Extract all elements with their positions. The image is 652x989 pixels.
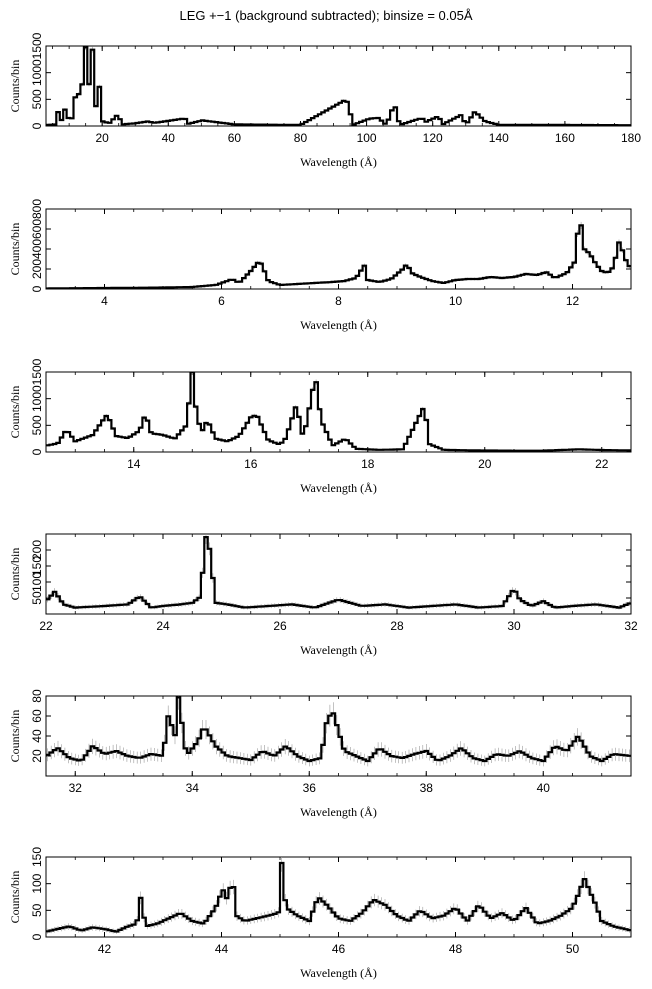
- spectrum-panel-6: 42 44 46 48 50 0 50 100 150 Wavelength (Å) Counts/…: [8, 847, 632, 980]
- x-tick-label: 16: [244, 457, 258, 471]
- y-tick-label: 50: [30, 591, 44, 605]
- y-tick-label: 100: [30, 873, 44, 893]
- y-tick-label: 20: [30, 749, 44, 763]
- x-tick-label: 34: [186, 781, 200, 795]
- y-tick-label: 80: [30, 689, 44, 703]
- y-tick-label: 500: [30, 89, 44, 109]
- x-tick-label: 6: [218, 294, 225, 308]
- x-tick-label: 42: [98, 942, 112, 956]
- x-tick-label: 40: [537, 781, 551, 795]
- y-tick-label: 1000: [30, 385, 44, 412]
- y-tick-label: 500: [30, 415, 44, 435]
- x-axis-title: Wavelength (Å): [300, 481, 377, 495]
- x-tick-label: 26: [273, 619, 287, 633]
- x-tick-label: 30: [507, 619, 521, 633]
- y-tick-label: 0: [30, 933, 44, 940]
- y-tick-label: 150: [30, 556, 44, 576]
- x-tick-label: 140: [489, 131, 509, 145]
- x-tick-label: 22: [595, 457, 609, 471]
- x-tick-label: 40: [162, 131, 176, 145]
- y-tick-label: 1500: [30, 358, 44, 385]
- plot-frame: [45, 208, 632, 290]
- y-tick-label: 100: [30, 572, 44, 592]
- x-tick-label: 36: [303, 781, 317, 795]
- x-tick-label: 28: [390, 619, 404, 633]
- x-tick-label: 50: [566, 942, 580, 956]
- x-tick-label: 180: [621, 131, 641, 145]
- y-axis-title: Counts/bin: [8, 386, 22, 439]
- spectrum-histogram-line: [46, 861, 631, 933]
- y-tick-label: 800: [30, 199, 44, 219]
- x-tick-label: 22: [39, 619, 53, 633]
- x-tick-label: 100: [357, 131, 377, 145]
- x-tick-label: 44: [215, 942, 229, 956]
- y-axis-title: Counts/bin: [8, 548, 22, 601]
- y-tick-label: 600: [30, 219, 44, 239]
- figure-title: LEG +−1 (background subtracted); binsize…: [179, 8, 473, 23]
- x-tick-label: 20: [478, 457, 492, 471]
- y-tick-label: 200: [30, 259, 44, 279]
- spectrum-histogram-line: [46, 224, 631, 289]
- x-axis-title: Wavelength (Å): [300, 966, 377, 980]
- y-tick-label: 200: [30, 540, 44, 560]
- x-tick-label: 4: [101, 294, 108, 308]
- x-tick-label: 14: [127, 457, 141, 471]
- spectrum-histogram-line: [46, 536, 631, 609]
- y-tick-label: 0: [30, 448, 44, 455]
- y-axis-title: Counts/bin: [8, 223, 22, 276]
- y-axis-title: Counts/bin: [8, 871, 22, 924]
- error-bars: [47, 372, 630, 451]
- x-tick-label: 32: [624, 619, 638, 633]
- y-tick-label: 40: [30, 729, 44, 743]
- x-axis-title: Wavelength (Å): [300, 318, 377, 332]
- x-tick-label: 48: [449, 942, 463, 956]
- spectrum-panel-5: 32 34 36 38 40 20 40 60 80 Wavelength (Å) Counts/b…: [8, 689, 632, 819]
- x-tick-label: 24: [156, 619, 170, 633]
- spectrum-histogram-line: [46, 696, 631, 763]
- y-tick-label: 1000: [30, 59, 44, 86]
- x-tick-label: 18: [361, 457, 375, 471]
- spectrum-histogram-line: [46, 46, 631, 126]
- x-axis-title: Wavelength (Å): [300, 805, 377, 819]
- y-tick-label: 60: [30, 709, 44, 723]
- x-axis-title: Wavelength (Å): [300, 155, 377, 169]
- y-tick-label: 0: [30, 122, 44, 129]
- x-tick-label: 46: [332, 942, 346, 956]
- y-tick-label: 0: [30, 285, 44, 292]
- error-bars: [47, 46, 630, 126]
- x-tick-label: 120: [423, 131, 443, 145]
- x-tick-label: 12: [566, 294, 580, 308]
- y-tick-label: 50: [30, 903, 44, 917]
- x-tick-label: 20: [96, 131, 110, 145]
- y-tick-label: 400: [30, 239, 44, 259]
- x-tick-label: 10: [449, 294, 463, 308]
- x-tick-label: 38: [420, 781, 434, 795]
- plot-frame: [45, 371, 632, 453]
- error-bars: [47, 221, 630, 289]
- x-axis-title: Wavelength (Å): [300, 643, 377, 657]
- plot-frame: [45, 45, 632, 127]
- y-tick-label: 150: [30, 847, 44, 867]
- x-tick-label: 60: [228, 131, 242, 145]
- x-tick-label: 8: [335, 294, 342, 308]
- x-tick-label: 32: [69, 781, 83, 795]
- y-tick-label: 1500: [30, 32, 44, 59]
- x-tick-label: 80: [294, 131, 308, 145]
- y-axis-title: Counts/bin: [8, 60, 22, 113]
- spectrum-histogram-line: [46, 372, 631, 452]
- y-axis-title: Counts/bin: [8, 710, 22, 763]
- x-tick-label: 160: [555, 131, 575, 145]
